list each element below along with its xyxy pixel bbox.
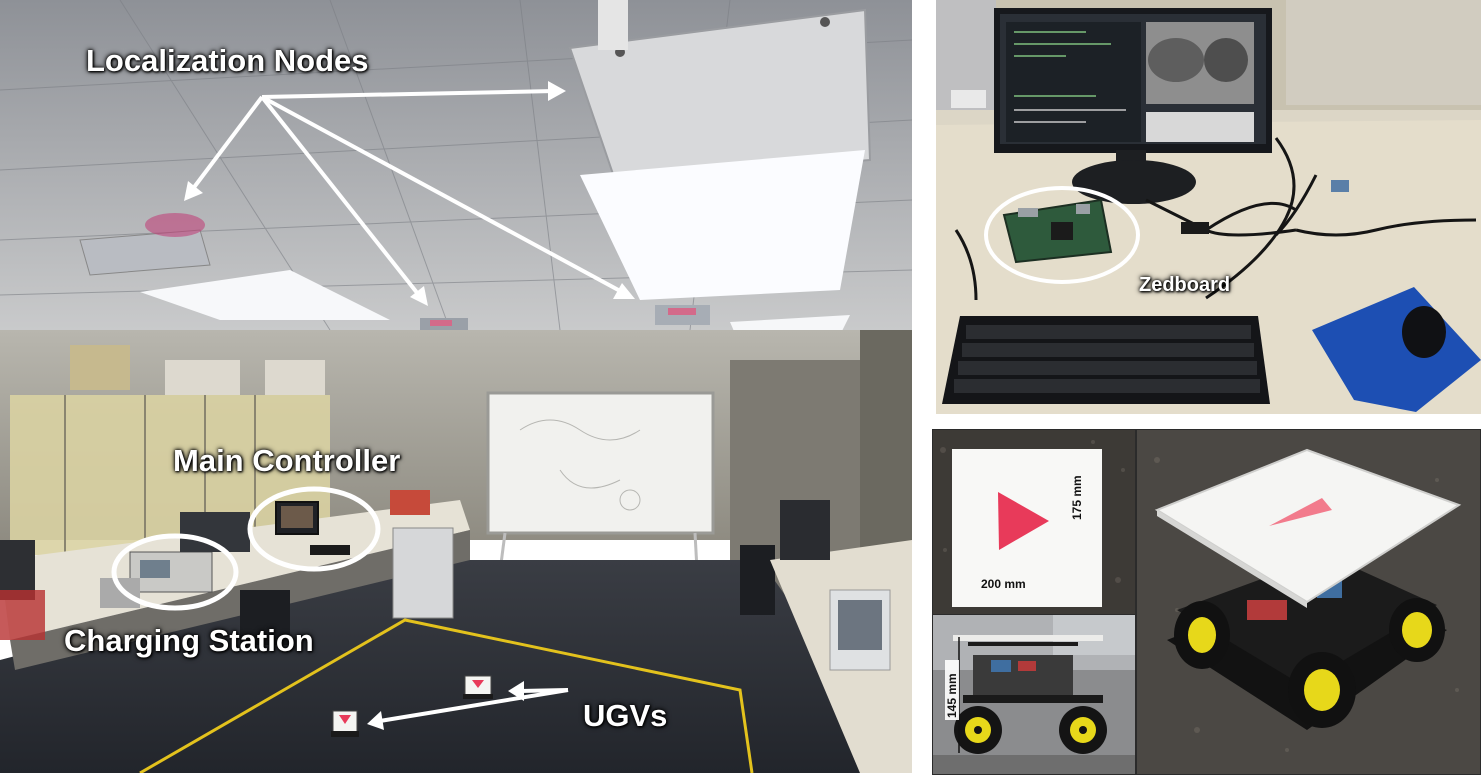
annotation-arrows — [184, 81, 635, 730]
marker-scene — [933, 430, 1135, 614]
ugv-robot-front — [331, 710, 359, 737]
lab-photo: Localization Nodes Main Controller Charg… — [0, 0, 912, 773]
side-height-label: 145 mm — [945, 673, 959, 718]
robot-scene — [1137, 430, 1480, 774]
robot-photo — [1136, 429, 1481, 775]
side-view-scene — [933, 615, 1135, 774]
ugvs-label: UGVs — [583, 698, 668, 733]
charging-station-highlight — [111, 533, 239, 611]
charging-station-label: Charging Station — [64, 623, 314, 658]
ugv-robot-back — [463, 675, 493, 699]
zedboard-label: Zedboard — [1139, 274, 1231, 296]
lab-scene — [0, 0, 912, 773]
main-controller-highlight — [247, 486, 381, 572]
main-controller-label: Main Controller — [173, 443, 401, 478]
localization-nodes-label: Localization Nodes — [86, 43, 369, 78]
marker-height-label: 175 mm — [1070, 475, 1084, 520]
zedboard-scene — [936, 0, 1481, 414]
triangle-marker — [998, 492, 1049, 550]
zedboard-highlight — [984, 186, 1140, 284]
marker-photo: 200 mm 175 mm — [932, 429, 1136, 615]
robot-triangle-marker — [1269, 498, 1332, 526]
zedboard-photo: Zedboard — [936, 0, 1481, 414]
side-view-photo: 145 mm — [932, 614, 1136, 775]
marker-width-label: 200 mm — [981, 577, 1026, 591]
